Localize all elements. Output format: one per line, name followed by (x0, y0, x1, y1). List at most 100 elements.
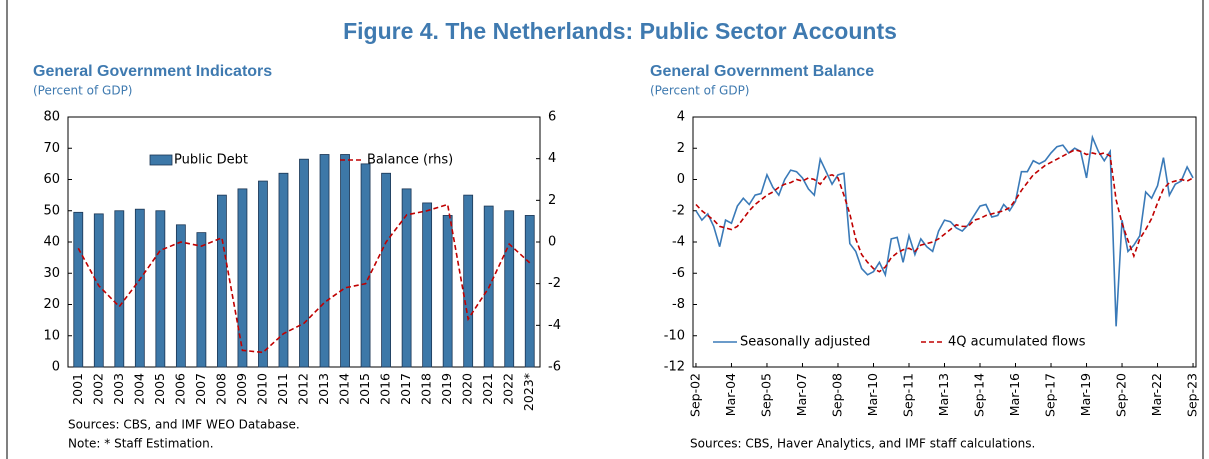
bar (237, 188, 248, 368)
y-tick-label: 0 (52, 360, 60, 375)
x-tick-label: Sep-17 (1043, 373, 1058, 417)
y-tick-label: -4 (672, 235, 685, 250)
y-tick-label: 4 (677, 110, 685, 125)
bar (319, 154, 330, 368)
bar (524, 215, 535, 368)
x-tick-label: Mar-13 (936, 373, 951, 416)
y2-tick-label: 4 (548, 151, 556, 166)
x-tick-label: 2014 (337, 373, 352, 405)
y2-tick-label: -6 (548, 360, 561, 375)
y-tick-label: -12 (664, 360, 685, 375)
chart-subtitle: (Percent of GDP) (650, 84, 750, 98)
bar (299, 158, 309, 368)
note: Sources: CBS, Haver Analytics, and IMF s… (690, 437, 1035, 451)
x-tick-label: Sep-23 (1185, 373, 1200, 417)
x-tick-label: 2015 (357, 373, 372, 405)
bar (422, 202, 433, 368)
chart-title: General Government Balance (650, 63, 874, 80)
x-tick-label: 2013 (316, 373, 331, 405)
y2-tick-label: -2 (548, 276, 561, 291)
figure-title: Figure 4. The Netherlands: Public Sector… (343, 18, 897, 44)
x-tick-label: 2007 (193, 373, 208, 405)
x-tick-label: 2017 (398, 373, 413, 405)
x-tick-label: 2003 (111, 373, 126, 405)
x-tick-label: 2016 (378, 373, 393, 405)
y-tick-label: 80 (43, 110, 60, 125)
x-tick-label: 2004 (131, 373, 146, 405)
y-tick-label: -2 (672, 203, 685, 218)
y-tick-label: -10 (664, 328, 685, 343)
x-tick-label: Sep-08 (829, 373, 844, 417)
x-tick-label: 2008 (213, 373, 228, 405)
x-tick-label: 2011 (275, 373, 290, 405)
chart-title: General Government Indicators (33, 63, 272, 80)
chart-subtitle: (Percent of GDP) (33, 84, 133, 98)
y2-tick-label: 6 (548, 110, 556, 125)
x-tick-label: 2021 (480, 373, 495, 405)
legend-label: Balance (rhs) (367, 153, 453, 168)
bar (93, 213, 104, 368)
legend-label: Seasonally adjusted (740, 335, 870, 350)
legend-label: 4Q acumulated flows (948, 335, 1086, 350)
note: Sources: CBS, and IMF WEO Database. (68, 418, 300, 432)
bar (381, 172, 391, 368)
x-tick-label: 2010 (254, 373, 269, 405)
y-tick-label: 40 (43, 235, 60, 250)
bar (278, 172, 289, 368)
line-series (695, 134, 1194, 327)
y-tick-label: -6 (672, 266, 685, 281)
legend-label: Public Debt (174, 153, 248, 168)
x-tick-label: 2022 (501, 373, 516, 405)
x-tick-label: 2019 (439, 373, 454, 405)
y-tick-label: 50 (43, 203, 60, 218)
line-series (695, 148, 1194, 273)
bar (134, 208, 145, 368)
bar (217, 194, 227, 368)
y-tick-label: 30 (43, 266, 60, 281)
line-series (77, 203, 531, 354)
x-tick-label: 2018 (419, 373, 434, 405)
y2-tick-label: 0 (548, 235, 556, 250)
x-tick-label: Sep-05 (758, 373, 773, 417)
x-tick-label: Mar-07 (794, 373, 809, 416)
bar (360, 163, 371, 368)
x-tick-label: 2005 (152, 373, 167, 405)
y2-tick-label: 2 (548, 193, 556, 208)
x-tick-label: 2020 (460, 373, 475, 405)
bar (196, 232, 207, 368)
x-tick-label: Mar-10 (865, 373, 880, 416)
bar (155, 210, 166, 368)
x-tick-label: 2023* (521, 373, 536, 411)
x-tick-label: Mar-16 (1007, 373, 1022, 416)
bar (401, 188, 412, 368)
y-tick-label: 60 (43, 172, 60, 187)
x-tick-label: Sep-20 (1114, 373, 1129, 417)
bar (73, 211, 84, 368)
x-tick-label: Mar-19 (1078, 373, 1093, 416)
x-tick-label: Mar-04 (723, 373, 738, 416)
x-tick-label: Sep-11 (900, 373, 915, 417)
x-tick-label: 2009 (234, 373, 249, 405)
bar (175, 224, 186, 368)
bar (442, 215, 453, 368)
bar (463, 194, 474, 368)
y-tick-label: 2 (677, 141, 685, 156)
legend-swatch (149, 154, 173, 166)
x-tick-label: Sep-02 (687, 373, 702, 417)
y2-tick-label: -4 (548, 318, 561, 333)
x-tick-label: 2001 (70, 373, 85, 405)
bar (340, 154, 350, 368)
x-tick-label: 2002 (90, 373, 105, 405)
y-tick-label: 10 (43, 328, 60, 343)
x-tick-label: Mar-22 (1149, 373, 1164, 416)
bar (258, 180, 268, 368)
x-tick-label: 2012 (296, 373, 311, 405)
x-tick-label: 2006 (172, 373, 187, 405)
bar (504, 210, 515, 368)
bar (114, 210, 125, 368)
note: Note: * Staff Estimation. (68, 437, 214, 451)
y-tick-label: 20 (43, 297, 60, 312)
y-tick-label: 70 (43, 141, 60, 156)
y-tick-label: 0 (677, 172, 685, 187)
